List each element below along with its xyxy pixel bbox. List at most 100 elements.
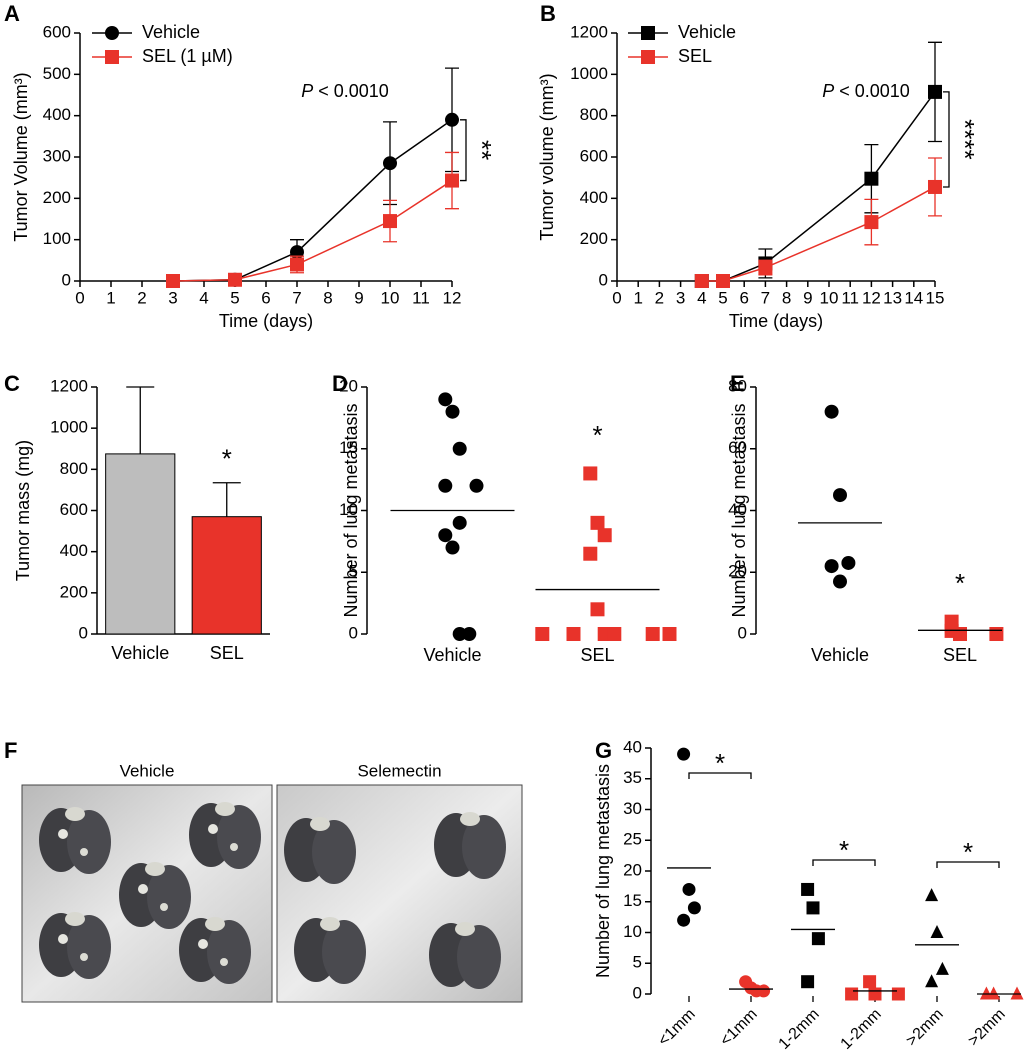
y-tick-label: 0: [633, 983, 642, 1002]
data-point: [438, 392, 453, 407]
data-point: [845, 987, 859, 1001]
significance: *: [715, 748, 725, 778]
trachea: [320, 917, 340, 931]
x-tick-label: 2: [655, 288, 664, 307]
y-tick-label: 0: [79, 623, 88, 642]
x-tick-label: 9: [354, 288, 363, 307]
data-point: [868, 987, 882, 1001]
data-point: [928, 179, 942, 194]
y-tick-label: 30: [623, 799, 642, 818]
data-point: [758, 260, 773, 275]
significance-bracket: [812, 859, 876, 866]
y-tick-label: 35: [623, 768, 642, 787]
data-point: [694, 274, 709, 288]
x-tick-label: 0: [75, 288, 84, 307]
significance: *: [592, 420, 602, 450]
y-tick-label: 10: [623, 922, 642, 941]
trachea: [65, 912, 85, 926]
x-tick-label: Vehicle: [111, 643, 169, 663]
x-tick-label: 1: [106, 288, 115, 307]
trachea: [215, 802, 235, 816]
data-point: [716, 274, 730, 288]
y-tick-label: 40: [728, 500, 747, 519]
series-line: [701, 91, 936, 282]
legend-marker: [105, 26, 119, 40]
data-point: [445, 112, 459, 127]
bar: [105, 453, 176, 635]
data-point: [590, 515, 605, 530]
y-tick-label: 100: [43, 229, 71, 248]
lung: [312, 820, 356, 884]
data-point: [452, 515, 467, 530]
trachea: [65, 807, 85, 821]
data-point: [935, 961, 949, 975]
legend-label: Vehicle: [142, 22, 200, 42]
significance-bracket: [460, 119, 467, 182]
x-tick-label: 1-2mm: [838, 1006, 885, 1050]
legend-marker: [641, 50, 655, 64]
nodule: [58, 829, 68, 839]
data-point: [662, 627, 677, 641]
legend-marker: [641, 26, 655, 40]
trachea: [145, 862, 165, 876]
y-tick-label: 1200: [570, 22, 608, 41]
annotation-italic: P: [301, 81, 313, 101]
significance: *: [222, 444, 232, 474]
data-point: [438, 528, 453, 543]
data-point: [953, 627, 967, 641]
y-tick-label: 800: [60, 459, 88, 478]
annotation: P < 0.0010: [301, 81, 389, 101]
data-point: [445, 173, 459, 188]
data-point: [607, 627, 622, 641]
y-tick-label: 800: [580, 105, 608, 124]
x-tick-label: Vehicle: [811, 645, 869, 665]
data-point: [462, 627, 477, 641]
y-axis-label: Number of lung metastasis: [593, 764, 613, 978]
series-line: [172, 179, 453, 282]
x-tick-label: 3: [168, 288, 177, 307]
y-axis-label: Tumor mass (mg): [13, 440, 33, 581]
data-point: [930, 925, 944, 938]
x-tick-label: <1mm: [717, 1006, 761, 1050]
x-tick-label: 11: [412, 288, 430, 307]
panel-letter: C: [4, 371, 20, 396]
annotation-italic: P: [822, 81, 834, 101]
y-tick-label: 200: [60, 582, 88, 601]
significance: *: [839, 835, 849, 865]
x-tick-label: 1-2mm: [776, 1006, 823, 1050]
y-tick-label: 1000: [570, 64, 608, 83]
data-point: [452, 627, 467, 641]
x-tick-label: 1: [633, 288, 642, 307]
photo-label: Selemectin: [357, 761, 441, 780]
x-tick-label: 4: [199, 288, 208, 307]
y-tick-label: 0: [738, 623, 747, 642]
x-tick-label: 12: [443, 288, 462, 307]
data-point: [833, 488, 847, 503]
nodule: [230, 843, 238, 851]
x-tick-label: 8: [323, 288, 332, 307]
y-tick-label: 25: [623, 830, 642, 849]
y-tick-label: 1000: [50, 418, 88, 437]
x-tick-label: 10: [820, 288, 839, 307]
x-tick-label: 12: [862, 288, 881, 307]
data-point: [166, 274, 180, 288]
annotation-text: < 0.0010: [839, 81, 910, 101]
y-tick-label: 80: [728, 376, 747, 395]
lung: [322, 920, 366, 984]
data-point: [677, 913, 691, 927]
data-point: [438, 478, 453, 493]
annotation: P < 0.0010: [822, 81, 910, 101]
x-axis-label: Time (days): [729, 311, 823, 331]
panel-letter: G: [595, 738, 612, 763]
trachea: [460, 812, 480, 826]
data-point: [891, 987, 905, 1001]
data-point: [445, 540, 460, 555]
lung: [67, 915, 111, 979]
y-tick-label: 400: [43, 105, 71, 124]
data-point: [445, 404, 460, 419]
y-tick-label: 200: [580, 229, 608, 248]
y-tick-label: 0: [62, 270, 71, 289]
data-point: [841, 555, 856, 570]
data-point: [535, 627, 550, 641]
data-point: [864, 215, 879, 230]
